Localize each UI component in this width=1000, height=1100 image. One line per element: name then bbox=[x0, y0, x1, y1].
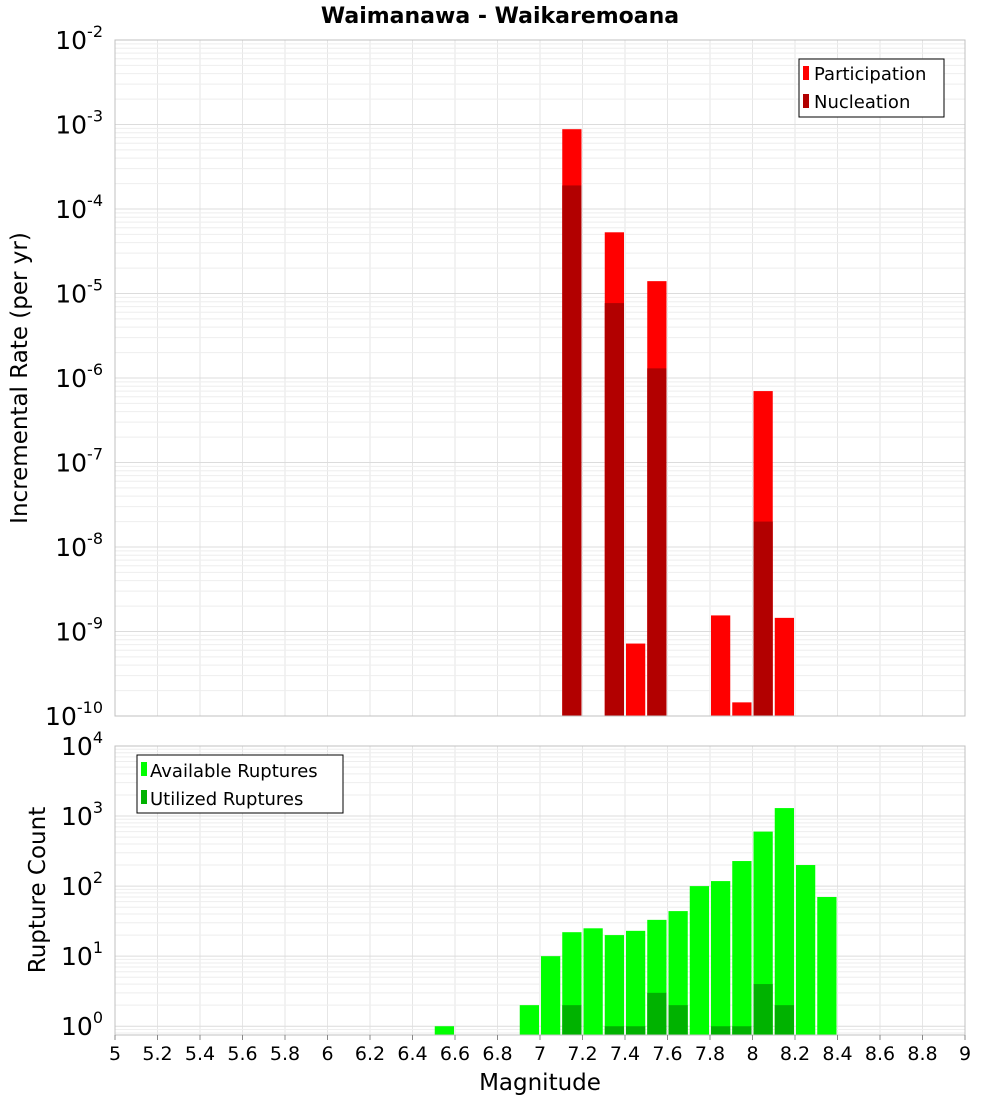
legend-label-participation: Participation bbox=[814, 64, 926, 85]
y-tick-label: 104 bbox=[61, 728, 103, 761]
rate-legend: Participation Nucleation bbox=[798, 58, 945, 118]
x-tick-label: 8.2 bbox=[780, 1043, 810, 1065]
y-tick-label: 10-6 bbox=[55, 360, 103, 393]
x-tick-label: 7.8 bbox=[695, 1043, 725, 1065]
bar-available-ruptures bbox=[732, 861, 752, 1035]
y-tick-label: 10-2 bbox=[55, 22, 103, 55]
x-tick-label: 9 bbox=[959, 1043, 971, 1065]
bar-utilized-ruptures bbox=[774, 1005, 794, 1035]
bar-nucleation bbox=[562, 185, 582, 717]
bar-available-ruptures bbox=[434, 1026, 454, 1035]
bar-participation bbox=[626, 643, 646, 716]
y-tick-label: 10-5 bbox=[55, 276, 103, 309]
rate-legend-box bbox=[798, 58, 945, 118]
x-tick-label: 8.8 bbox=[907, 1043, 937, 1065]
x-ticks: 5 5.2 5.4 5.6 5.8 6 6.2 6.4 6.6 6.8 7 7.2 7.4 7.6 7.8 8… bbox=[109, 1035, 971, 1065]
chart-title: Waimanawa - Waikaremoana bbox=[321, 4, 679, 29]
rate-y-ticks: 10-10 10-9 10-8 10-7 10-6 10-5 10-4 10-3 10-2 bbox=[45, 22, 103, 731]
x-tick-label: 5.4 bbox=[185, 1043, 215, 1065]
legend-swatch-utilized bbox=[141, 790, 147, 804]
x-tick-label: 6.6 bbox=[440, 1043, 470, 1065]
legend-swatch-nucleation bbox=[803, 94, 809, 108]
x-tick-label: 6.8 bbox=[482, 1043, 512, 1065]
bar-utilized-ruptures bbox=[604, 1026, 624, 1035]
bar-available-ruptures bbox=[796, 865, 816, 1035]
bar-available-ruptures bbox=[626, 930, 646, 1035]
bar-available-ruptures bbox=[774, 808, 794, 1035]
bar-participation bbox=[732, 702, 752, 716]
x-tick-label: 5.2 bbox=[142, 1043, 172, 1065]
bar-utilized-ruptures bbox=[562, 1005, 582, 1035]
legend-swatch-available bbox=[141, 762, 147, 776]
y-tick-label: 100 bbox=[61, 1008, 103, 1041]
x-tick-label: 7.4 bbox=[610, 1043, 640, 1065]
bar-available-ruptures bbox=[711, 881, 731, 1035]
bar-utilized-ruptures bbox=[668, 1005, 688, 1035]
y-tick-label: 102 bbox=[61, 868, 103, 901]
bar-nucleation bbox=[647, 368, 667, 716]
legend-swatch-participation bbox=[803, 66, 809, 80]
bar-available-ruptures bbox=[689, 886, 709, 1035]
legend-label-available: Available Ruptures bbox=[150, 761, 318, 782]
count-y-axis-label: Rupture Count bbox=[25, 807, 51, 973]
legend-label-nucleation: Nucleation bbox=[814, 92, 910, 113]
legend-label-utilized: Utilized Ruptures bbox=[150, 789, 303, 810]
rate-y-axis-label: Incremental Rate (per yr) bbox=[7, 232, 33, 524]
bar-nucleation bbox=[604, 303, 624, 716]
rate-bars bbox=[562, 129, 794, 717]
count-panel: 100 101 102 103 104 5 5.2 5.4 5.6 5.8 6 6.2 6.4 6.6 6… bbox=[25, 728, 971, 1096]
count-legend: Available Ruptures Utilized Ruptures bbox=[136, 754, 344, 814]
x-tick-label: 8 bbox=[746, 1043, 758, 1065]
y-tick-label: 10-7 bbox=[55, 445, 103, 478]
bar-nucleation bbox=[753, 521, 773, 716]
y-tick-label: 10-3 bbox=[55, 107, 103, 140]
x-tick-label: 8.6 bbox=[865, 1043, 895, 1065]
count-bars bbox=[434, 808, 837, 1035]
x-tick-label: 5.8 bbox=[270, 1043, 300, 1065]
x-tick-label: 7 bbox=[534, 1043, 546, 1065]
y-tick-label: 103 bbox=[61, 798, 103, 831]
bar-available-ruptures bbox=[668, 911, 688, 1035]
bar-participation bbox=[774, 617, 794, 716]
bar-utilized-ruptures bbox=[647, 992, 667, 1035]
rate-plot-frame bbox=[114, 39, 966, 717]
x-tick-label: 7.6 bbox=[652, 1043, 682, 1065]
rate-grid bbox=[114, 39, 966, 717]
bar-utilized-ruptures bbox=[732, 1026, 752, 1035]
x-axis-label: Magnitude bbox=[479, 1070, 601, 1096]
bar-utilized-ruptures bbox=[753, 984, 773, 1035]
y-tick-label: 10-9 bbox=[55, 614, 103, 647]
y-tick-label: 10-8 bbox=[55, 529, 103, 562]
count-y-ticks: 100 101 102 103 104 bbox=[61, 728, 103, 1041]
rate-panel: 10-10 10-9 10-8 10-7 10-6 10-5 10-4 10-3 10-2 In… bbox=[7, 22, 966, 731]
bar-utilized-ruptures bbox=[626, 1026, 646, 1035]
x-tick-label: 6.4 bbox=[397, 1043, 427, 1065]
y-tick-label: 10-4 bbox=[55, 191, 103, 224]
count-legend-box bbox=[136, 754, 344, 814]
bar-available-ruptures bbox=[817, 896, 837, 1035]
x-tick-label: 5.6 bbox=[227, 1043, 257, 1065]
x-tick-label: 8.4 bbox=[822, 1043, 852, 1065]
bar-utilized-ruptures bbox=[711, 1026, 731, 1035]
x-tick-label: 6 bbox=[321, 1043, 333, 1065]
y-tick-label: 10-10 bbox=[45, 698, 103, 731]
bar-available-ruptures bbox=[583, 928, 603, 1035]
bar-available-ruptures bbox=[541, 956, 561, 1035]
bar-participation bbox=[711, 615, 731, 716]
x-tick-label: 6.2 bbox=[355, 1043, 385, 1065]
x-tick-label: 7.2 bbox=[567, 1043, 597, 1065]
bar-available-ruptures bbox=[519, 1005, 539, 1035]
bar-available-ruptures bbox=[604, 935, 624, 1035]
x-tick-label: 5 bbox=[109, 1043, 121, 1065]
y-tick-label: 101 bbox=[61, 938, 103, 971]
